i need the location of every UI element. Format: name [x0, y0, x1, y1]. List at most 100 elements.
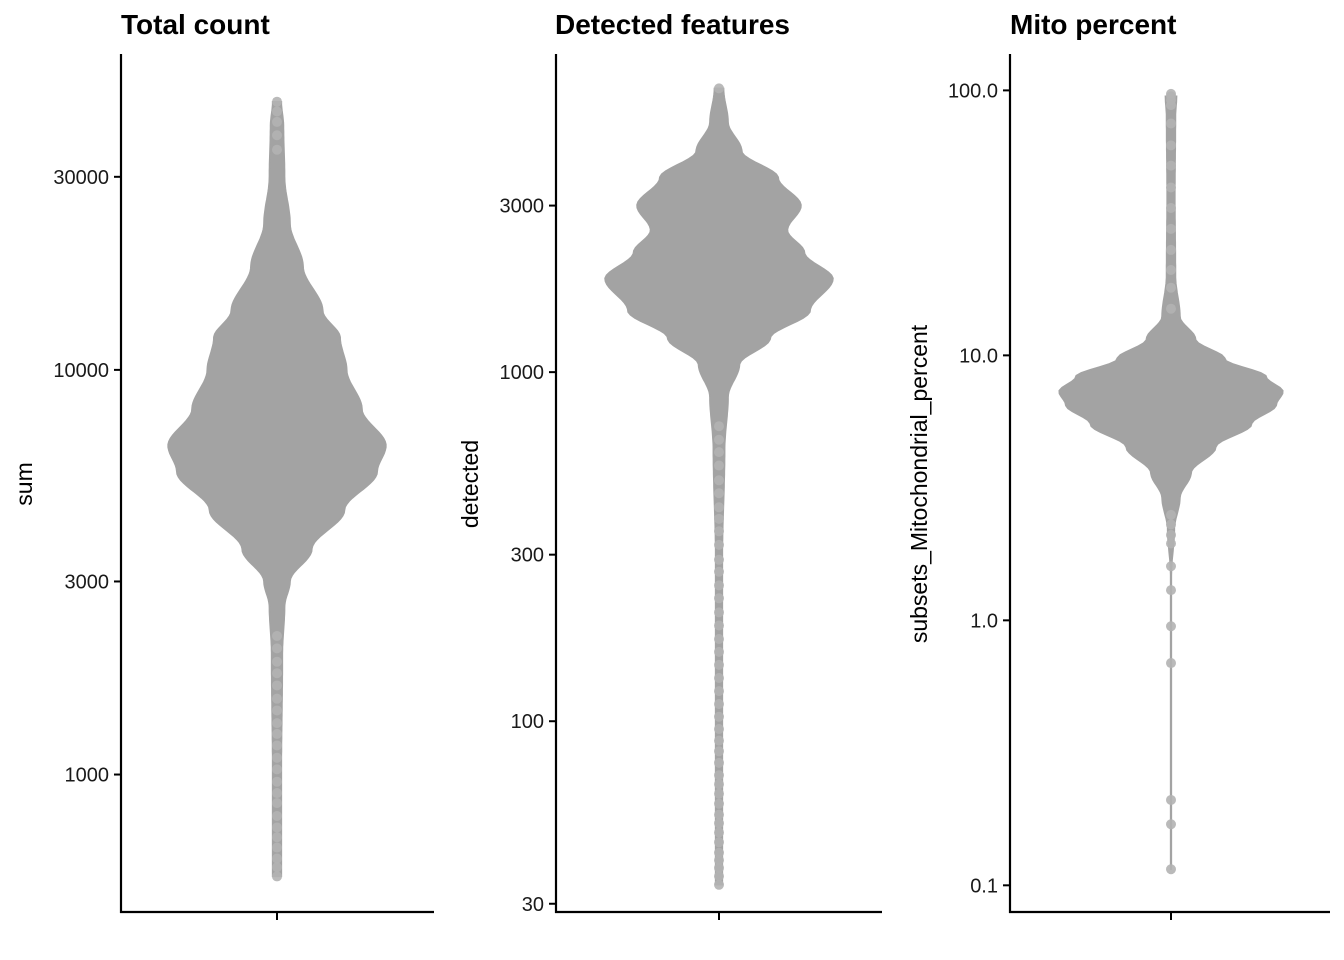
- outlier-point: [714, 809, 724, 820]
- outlier-point: [714, 855, 724, 866]
- outlier-point: [714, 827, 724, 838]
- outlier-point: [714, 735, 724, 746]
- outlier-point: [272, 740, 282, 751]
- y-axis-title: detected: [457, 440, 483, 528]
- outlier-point: [714, 837, 724, 848]
- outlier-point: [1166, 88, 1176, 99]
- outlier-point: [272, 798, 282, 809]
- outlier-point: [714, 646, 724, 657]
- panel-title: Detected features: [555, 9, 790, 40]
- outlier-point: [1166, 819, 1176, 830]
- outlier-point: [714, 711, 724, 722]
- panel-total-count: Total count sum 1000 3000 10000 30000: [11, 9, 434, 920]
- outlier-point: [272, 832, 282, 843]
- outlier-point: [272, 822, 282, 833]
- outlier-point: [714, 460, 724, 471]
- outlier-point: [272, 656, 282, 667]
- y-tick-label: 300: [511, 545, 544, 567]
- outlier-point: [714, 502, 724, 513]
- outlier-point: [272, 862, 282, 873]
- panel-detected-features: Detected features detected 3010030010003…: [457, 9, 882, 920]
- y-tick-label: 30000: [53, 167, 109, 189]
- panel-mito-percent: Mito percent subsets_Mitochondrial_perce…: [906, 9, 1330, 920]
- outlier-point: [714, 566, 724, 577]
- outlier-point: [714, 818, 724, 829]
- outlier-point: [1166, 118, 1176, 129]
- outlier-point: [272, 630, 282, 641]
- outlier-point: [714, 526, 724, 537]
- outlier-point: [714, 620, 724, 631]
- outlier-point: [714, 659, 724, 670]
- outlier-point: [1166, 658, 1176, 669]
- outlier-point: [1166, 561, 1176, 572]
- outlier-point: [1166, 223, 1176, 234]
- outlier-point: [1166, 585, 1176, 596]
- y-tick-label: 0.1: [970, 875, 998, 897]
- outlier-point: [1166, 509, 1176, 520]
- outlier-point: [272, 842, 282, 853]
- y-tick-label: 1000: [65, 765, 110, 787]
- y-tick-label: 3000: [500, 196, 545, 218]
- outlier-point: [714, 699, 724, 710]
- outlier-point: [272, 764, 282, 775]
- outlier-point: [272, 853, 282, 864]
- outlier-point: [272, 96, 282, 107]
- outlier-point: [272, 752, 282, 763]
- outlier-point: [714, 798, 724, 809]
- outlier-point: [272, 871, 282, 882]
- outlier-points: [1166, 88, 1176, 875]
- violin-body: [1058, 95, 1284, 870]
- y-ticks: 1000 3000 10000 30000: [53, 167, 121, 787]
- outlier-point: [272, 643, 282, 654]
- outlier-point: [1166, 264, 1176, 275]
- outlier-point: [714, 746, 724, 757]
- outlier-point: [714, 634, 724, 645]
- y-tick-label: 10.0: [959, 345, 998, 367]
- outlier-point: [272, 810, 282, 821]
- y-axis-title: sum: [11, 462, 37, 505]
- outlier-point: [714, 580, 724, 591]
- outlier-point: [714, 593, 724, 604]
- outlier-point: [1166, 621, 1176, 632]
- outlier-point: [272, 144, 282, 155]
- outlier-point: [272, 693, 282, 704]
- y-axis-title: subsets_Mitochondrial_percent: [906, 324, 932, 643]
- outlier-point: [1166, 794, 1176, 805]
- outlier-point: [272, 705, 282, 716]
- outlier-point: [714, 607, 724, 618]
- outlier-point: [714, 788, 724, 799]
- outlier-point: [272, 116, 282, 127]
- y-tick-label: 3000: [65, 571, 110, 593]
- outlier-point: [714, 447, 724, 458]
- outlier-point: [1166, 303, 1176, 314]
- y-tick-label: 10000: [53, 360, 109, 382]
- y-tick-label: 1.0: [970, 610, 998, 632]
- y-tick-label: 1000: [500, 362, 545, 384]
- outlier-point: [714, 475, 724, 486]
- outlier-point: [272, 680, 282, 691]
- outlier-point: [714, 434, 724, 445]
- outlier-point: [714, 672, 724, 683]
- outlier-point: [714, 862, 724, 873]
- outlier-point: [1166, 244, 1176, 255]
- outlier-point: [272, 788, 282, 799]
- outlier-point: [272, 130, 282, 141]
- y-tick-label: 100: [511, 711, 544, 733]
- outlier-point: [272, 776, 282, 787]
- outlier-point: [714, 757, 724, 768]
- y-ticks: 30 100 300 1000 3000: [500, 196, 556, 916]
- outlier-point: [1166, 529, 1176, 540]
- outlier-point: [272, 668, 282, 679]
- outlier-point: [1166, 140, 1176, 151]
- outlier-point: [272, 106, 282, 117]
- outlier-point: [272, 718, 282, 729]
- outlier-point: [1166, 519, 1176, 530]
- outlier-point: [1166, 864, 1176, 875]
- outlier-point: [714, 554, 724, 565]
- outlier-point: [714, 847, 724, 858]
- outlier-point: [714, 779, 724, 790]
- panel-title: Total count: [121, 9, 270, 40]
- panel-title: Mito percent: [1010, 9, 1176, 40]
- outlier-point: [714, 421, 724, 432]
